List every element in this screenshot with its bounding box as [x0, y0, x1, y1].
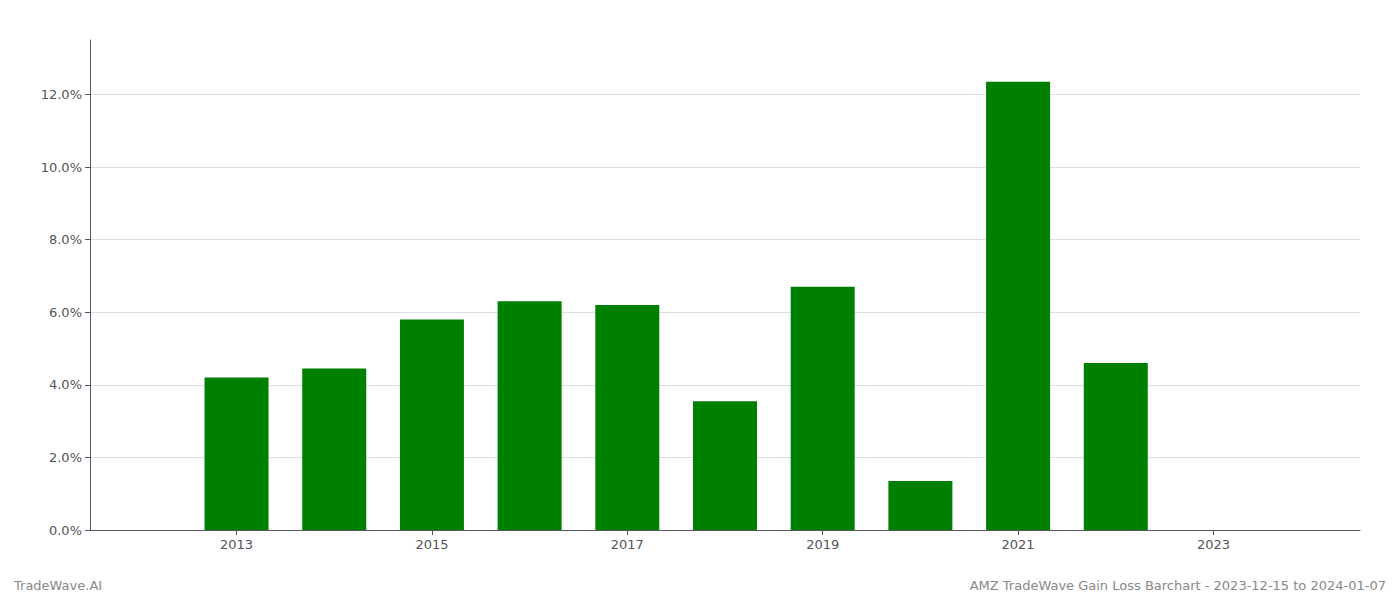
svg-text:2013: 2013 — [220, 537, 253, 552]
svg-text:12.0%: 12.0% — [41, 87, 82, 102]
svg-text:2023: 2023 — [1197, 537, 1230, 552]
svg-text:6.0%: 6.0% — [49, 305, 82, 320]
svg-text:0.0%: 0.0% — [49, 523, 82, 538]
svg-text:10.0%: 10.0% — [41, 160, 82, 175]
svg-text:2019: 2019 — [806, 537, 839, 552]
svg-text:8.0%: 8.0% — [49, 232, 82, 247]
svg-text:2021: 2021 — [1002, 537, 1035, 552]
svg-text:4.0%: 4.0% — [49, 377, 82, 392]
svg-text:2.0%: 2.0% — [49, 450, 82, 465]
svg-text:2017: 2017 — [611, 537, 644, 552]
svg-text:2015: 2015 — [415, 537, 448, 552]
svg-text:AMZ TradeWave Gain Loss Barcha: AMZ TradeWave Gain Loss Barchart - 2023-… — [970, 578, 1386, 593]
svg-text:TradeWave.AI: TradeWave.AI — [13, 578, 102, 593]
